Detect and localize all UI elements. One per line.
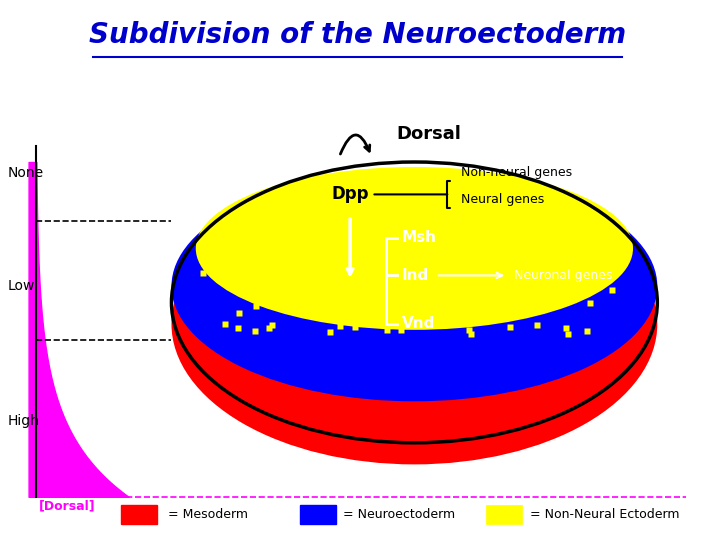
Bar — [300, 505, 336, 524]
Text: Neuronal genes: Neuronal genes — [514, 269, 613, 282]
Text: = Non-Neural Ectoderm: = Non-Neural Ectoderm — [530, 508, 680, 521]
Text: Low: Low — [7, 279, 35, 293]
Text: Dorsal: Dorsal — [396, 125, 461, 143]
Ellipse shape — [196, 167, 633, 330]
Text: Vnd: Vnd — [402, 316, 435, 332]
Text: Dpp: Dpp — [331, 185, 369, 204]
Text: [Dorsal]: [Dorsal] — [40, 500, 96, 512]
Text: None: None — [7, 166, 43, 180]
Text: = Neuroectoderm: = Neuroectoderm — [343, 508, 455, 521]
Bar — [122, 505, 157, 524]
Text: High: High — [7, 414, 39, 428]
Bar — [486, 505, 521, 524]
Text: = Mesoderm: = Mesoderm — [168, 508, 248, 521]
Text: Msh: Msh — [402, 230, 436, 245]
Text: Non-neural genes: Non-neural genes — [461, 166, 572, 179]
Text: Subdivision of the Neuroectoderm: Subdivision of the Neuroectoderm — [89, 21, 626, 49]
Text: Ind: Ind — [402, 268, 429, 283]
Ellipse shape — [171, 171, 657, 401]
Ellipse shape — [171, 184, 657, 464]
Text: Neural genes: Neural genes — [461, 193, 544, 206]
